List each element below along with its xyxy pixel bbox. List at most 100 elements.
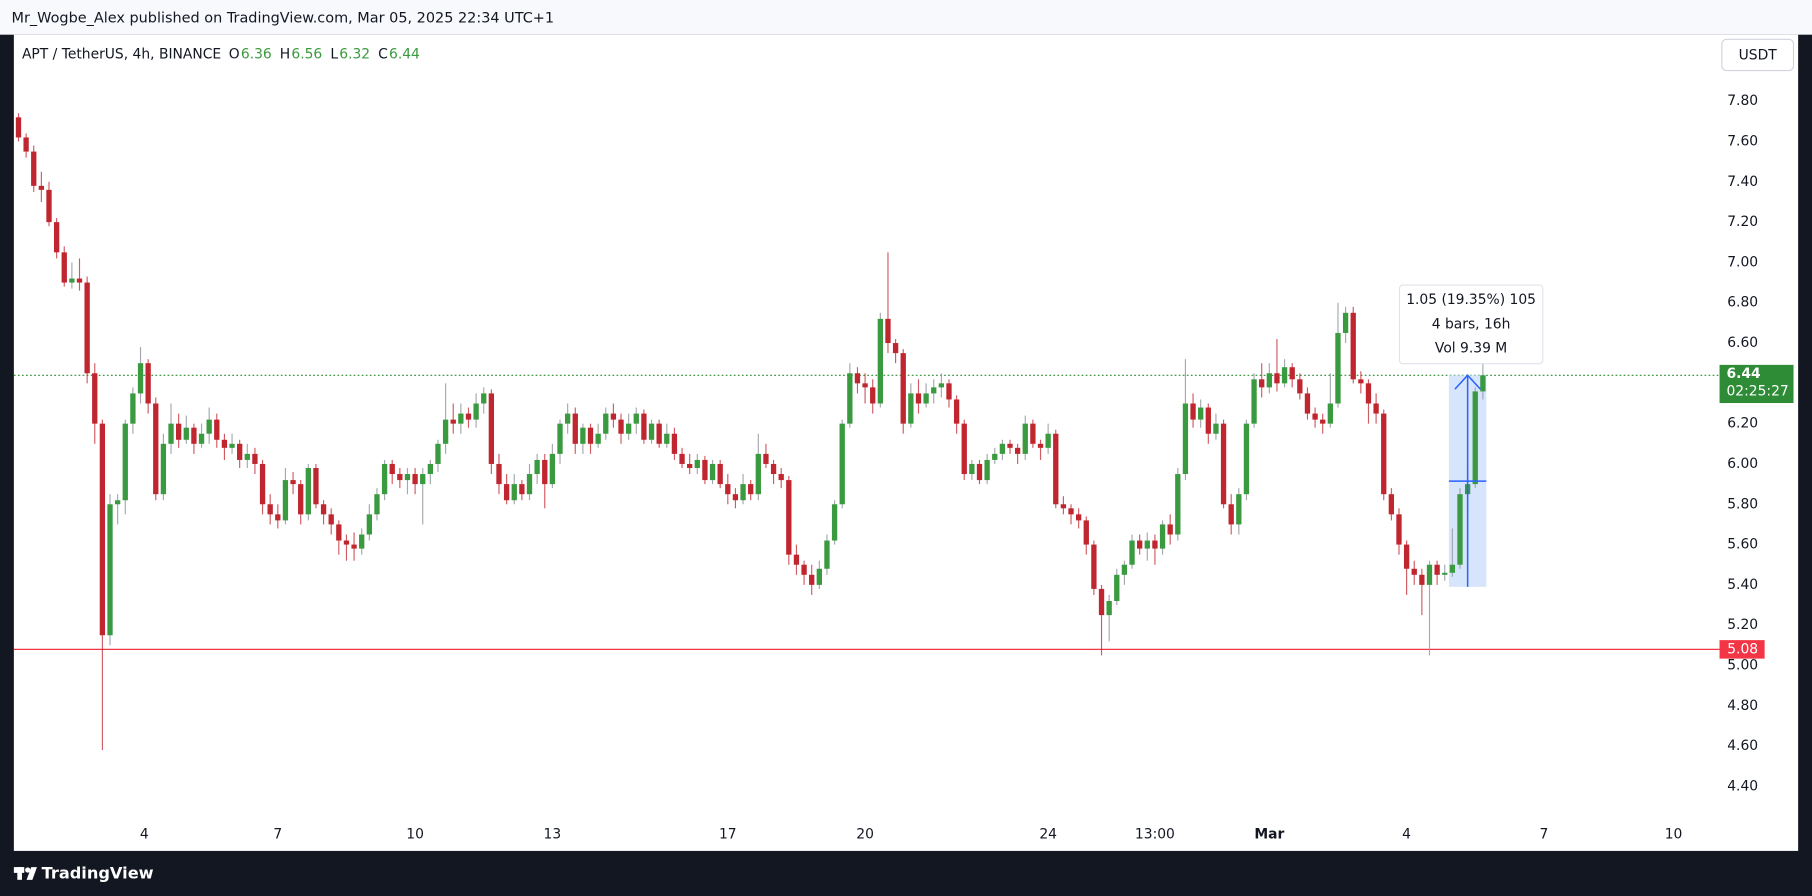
candle-body: [229, 443, 235, 448]
candle-body: [618, 419, 624, 434]
candle-body: [1342, 312, 1349, 333]
y-tick-label: 6.20: [1727, 416, 1758, 432]
candle-body: [679, 453, 685, 464]
y-tick-label: 6.80: [1727, 295, 1758, 311]
candle-body: [587, 427, 594, 444]
candle-body: [519, 484, 525, 495]
candle-body: [748, 484, 754, 495]
candle-body: [946, 383, 952, 400]
x-tick-label: 7: [273, 827, 282, 843]
ohlc-legend: O 6.36 H 6.56 L 6.32 C 6.44: [229, 46, 420, 62]
candle-body: [458, 413, 464, 424]
candle-body: [831, 504, 838, 541]
candle-body: [1472, 391, 1478, 485]
x-tick-label: 20: [856, 827, 874, 843]
candle-body: [328, 514, 334, 525]
y-tick-label: 7.60: [1727, 133, 1758, 149]
candle-body: [1426, 564, 1433, 585]
candle-body: [1060, 504, 1067, 509]
candle-body: [84, 282, 90, 374]
candle-body: [389, 463, 395, 475]
candle-body: [99, 423, 106, 636]
candle-body: [885, 318, 891, 344]
candle-body: [603, 413, 609, 434]
candle-body: [763, 453, 769, 464]
candle-body: [1167, 524, 1173, 535]
candle-body: [542, 459, 548, 485]
candle-body: [648, 423, 655, 440]
measure-text: Vol 9.39 M: [1435, 341, 1507, 357]
candle-body: [267, 504, 273, 515]
candle-body: [244, 453, 250, 460]
x-tick-label: 13: [544, 827, 562, 843]
candle-body: [442, 419, 449, 444]
candle-body: [770, 463, 777, 475]
candle-body: [198, 433, 205, 444]
candle-body: [732, 494, 739, 501]
plot-area: [13, 34, 1799, 851]
candle-body: [1312, 413, 1318, 420]
candle-body: [564, 413, 571, 424]
y-tick-label: 6.60: [1727, 335, 1758, 351]
candle-body: [130, 393, 136, 424]
candle-body: [687, 463, 693, 468]
candle-body: [1190, 403, 1196, 420]
x-tick-label: 10: [406, 827, 424, 843]
candle-body: [1014, 447, 1021, 454]
candle-body: [1411, 568, 1417, 575]
y-tick-label: 4.80: [1727, 698, 1758, 714]
candle-body: [1175, 474, 1181, 535]
candle-body: [1320, 419, 1326, 424]
candle-body: [923, 393, 929, 404]
ohlc-value: 6.56: [291, 46, 322, 62]
candle-body: [892, 343, 899, 354]
ohlc-value: 6.36: [241, 46, 272, 62]
candle-body: [938, 383, 945, 388]
candle-body: [717, 463, 723, 485]
candle-body: [854, 373, 861, 384]
candle-body: [633, 413, 639, 424]
price-countdown: 02:25:27: [1726, 383, 1788, 399]
candle-body: [580, 427, 586, 444]
candle-body: [725, 484, 731, 495]
ohlc-key: L: [330, 46, 338, 62]
candle-body: [351, 544, 357, 549]
candle-body: [809, 574, 815, 585]
currency-label[interactable]: USDT: [1739, 47, 1778, 63]
candle-body: [984, 459, 990, 481]
candle-body: [961, 423, 967, 475]
candle-body: [237, 443, 243, 460]
y-tick-label: 5.00: [1727, 657, 1758, 673]
logo-mark: [17, 867, 22, 880]
measure-text: 1.05 (19.35%) 105: [1406, 292, 1536, 308]
logo-mark: [25, 867, 31, 873]
candle-body: [168, 423, 174, 444]
candle-body: [702, 459, 708, 481]
candle-body: [1365, 383, 1372, 404]
candle-body: [870, 387, 876, 404]
candle-body: [1068, 508, 1074, 515]
candle-body: [183, 427, 189, 440]
candle-body: [1159, 524, 1166, 549]
candle-body: [656, 423, 662, 444]
candle-body: [1053, 433, 1059, 505]
x-tick-label: Mar: [1254, 827, 1284, 843]
candle-body: [1129, 540, 1135, 565]
ohlc-key: H: [280, 46, 290, 62]
candle-body: [915, 393, 922, 404]
candle-body: [549, 453, 556, 485]
currency-button[interactable]: [1721, 38, 1795, 72]
candle-body: [145, 363, 151, 404]
x-tick-label: 17: [719, 827, 737, 843]
candle-body: [1228, 504, 1234, 525]
candle-body: [473, 403, 479, 420]
candle-body: [709, 463, 716, 481]
candle-body: [664, 433, 670, 444]
candle-body: [1289, 367, 1295, 380]
candle-body: [1106, 601, 1112, 616]
candle-body: [1434, 564, 1440, 575]
candle-body: [412, 474, 418, 485]
candle-body: [1381, 413, 1387, 495]
candle-body: [275, 514, 281, 521]
candle-body: [31, 151, 37, 186]
